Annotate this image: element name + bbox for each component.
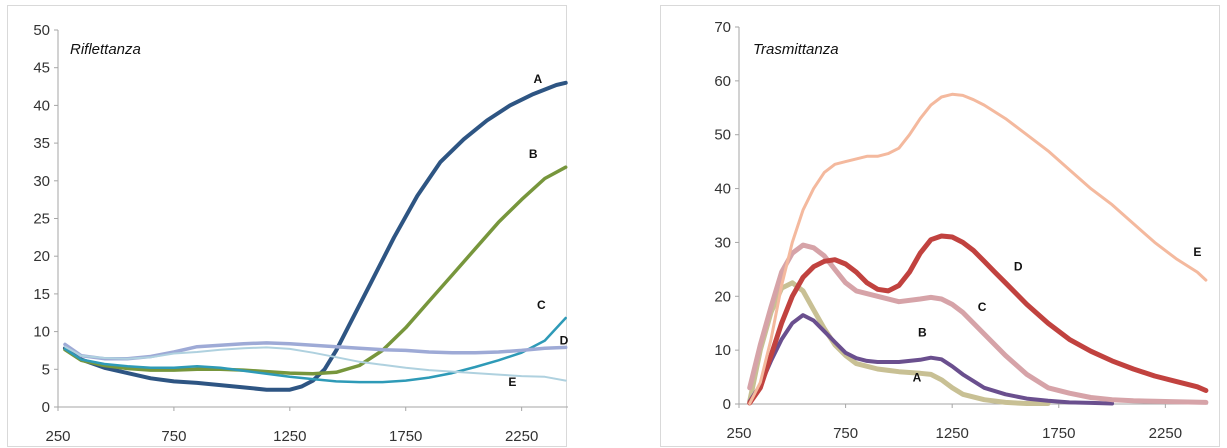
x-tick-label: 2250 xyxy=(505,428,538,445)
reflectance-chart: Riflettanza 0 5 10 15 20 25 30 35 40 45 50 250 750 12… xyxy=(33,22,569,445)
chart-title: Trasmittanza xyxy=(753,41,839,58)
series-label-e: E xyxy=(508,375,516,389)
y-tick-label: 50 xyxy=(33,22,50,39)
series-line-c xyxy=(747,242,1209,405)
y-tick-label: 5 xyxy=(42,361,50,378)
x-tick-label: 1250 xyxy=(273,428,306,445)
y-tick-label: 35 xyxy=(33,135,50,152)
x-tick-label: 2250 xyxy=(1149,425,1182,442)
x-tick-label: 250 xyxy=(45,428,70,445)
x-tick-label: 1250 xyxy=(935,425,968,442)
series-line-e xyxy=(748,92,1208,405)
y-tick-label: 70 xyxy=(714,19,731,36)
series-line-c xyxy=(63,316,567,384)
y-tick-label: 30 xyxy=(33,173,50,190)
series-label-a: A xyxy=(534,72,543,86)
y-tick-label: 0 xyxy=(42,399,50,416)
series-line-d xyxy=(63,341,568,361)
series-label-c: C xyxy=(978,300,987,314)
transmittance-chart: Trasmittanza 0 10 20 30 40 50 60 70 250 750 1250 17… xyxy=(714,19,1209,442)
series-line-b xyxy=(63,165,568,376)
y-tick-label: 15 xyxy=(33,286,50,303)
series-label-a: A xyxy=(913,370,922,384)
series-label-b: B xyxy=(529,147,538,161)
x-tick-label: 750 xyxy=(833,425,858,442)
transmittance-chart-panel: Trasmittanza 0 10 20 30 40 50 60 70 250 750 1250 17… xyxy=(660,5,1220,447)
series-line-b xyxy=(747,313,1115,406)
series-line-a xyxy=(747,280,1051,406)
y-tick-label: 60 xyxy=(714,73,731,90)
series-line-d xyxy=(747,233,1209,406)
series-line-e xyxy=(64,345,567,382)
series-label-e: E xyxy=(1193,245,1201,259)
y-tick-label: 30 xyxy=(714,234,731,251)
y-tick-label: 10 xyxy=(33,324,50,341)
y-tick-label: 25 xyxy=(33,211,50,228)
y-tick-label: 40 xyxy=(33,97,50,114)
x-tick-label: 750 xyxy=(161,428,186,445)
y-tick-label: 50 xyxy=(714,127,731,144)
x-tick-label: 250 xyxy=(726,425,751,442)
x-tick-label: 1750 xyxy=(1042,425,1075,442)
series-label-b: B xyxy=(918,326,927,340)
series-label-d: D xyxy=(560,333,569,347)
y-tick-label: 0 xyxy=(723,396,731,413)
x-tick-label: 1750 xyxy=(389,428,422,445)
y-tick-label: 40 xyxy=(714,181,731,198)
y-tick-label: 20 xyxy=(33,248,50,265)
chart-title: Riflettanza xyxy=(70,41,141,58)
y-tick-label: 10 xyxy=(714,342,731,359)
reflectance-chart-panel: Riflettanza 0 5 10 15 20 25 30 35 40 45 50 250 750 12… xyxy=(7,5,569,447)
series-label-c: C xyxy=(537,298,546,312)
series-label-d: D xyxy=(1014,259,1023,273)
y-tick-label: 20 xyxy=(714,288,731,305)
y-tick-label: 45 xyxy=(33,60,50,77)
